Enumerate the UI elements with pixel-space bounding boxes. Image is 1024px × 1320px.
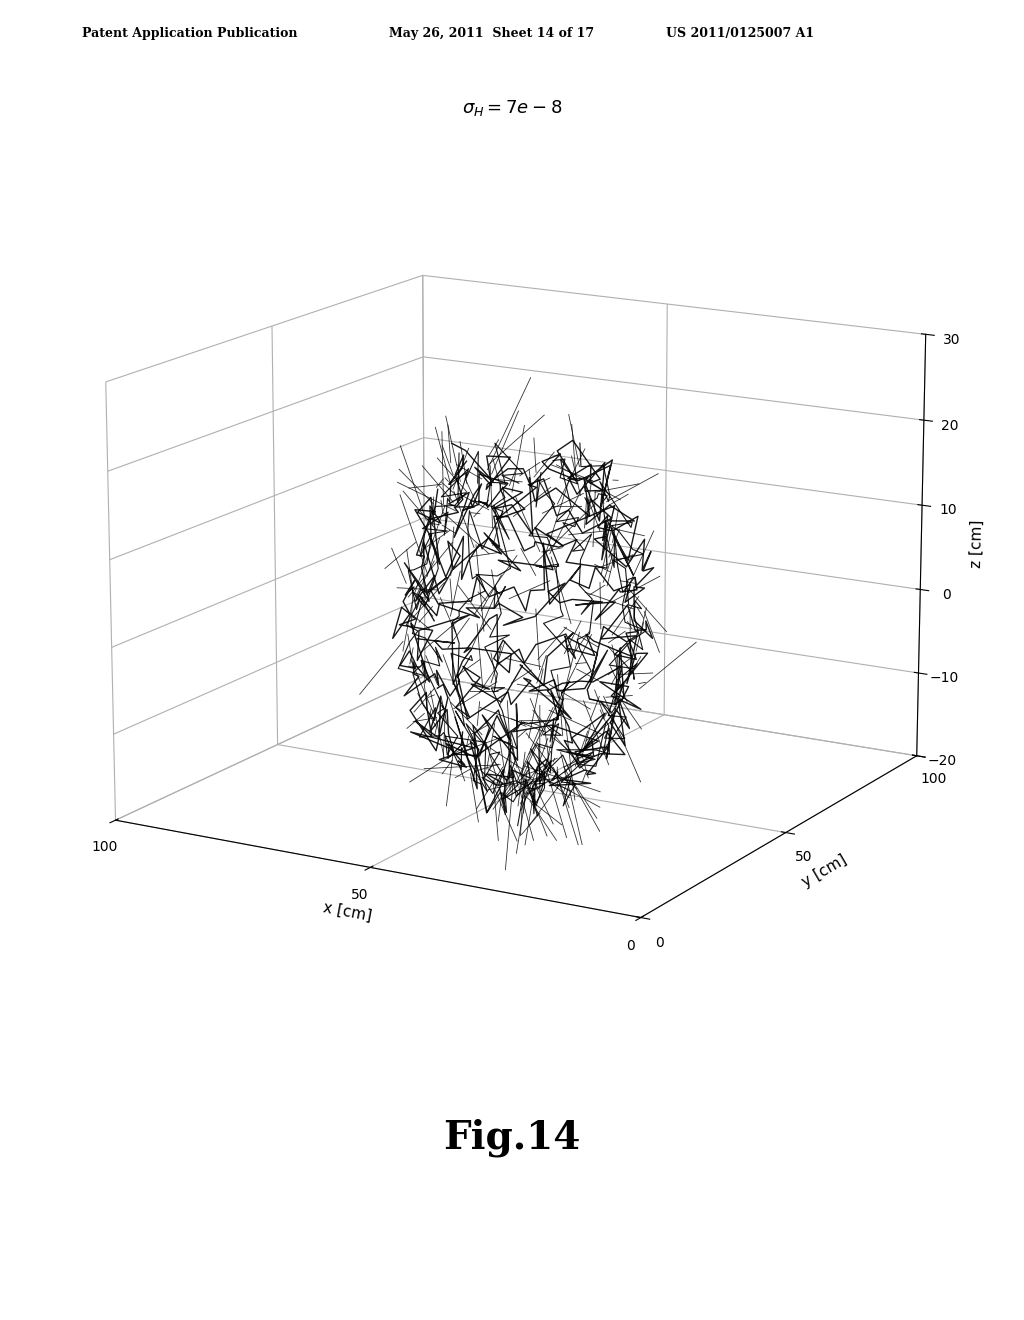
Text: Fig.14: Fig.14: [443, 1118, 581, 1156]
Text: US 2011/0125007 A1: US 2011/0125007 A1: [666, 26, 814, 40]
Text: Patent Application Publication: Patent Application Publication: [82, 26, 297, 40]
X-axis label: x [cm]: x [cm]: [322, 900, 373, 924]
Title: $\sigma_H=7e-8$: $\sigma_H=7e-8$: [462, 98, 562, 117]
Text: May 26, 2011  Sheet 14 of 17: May 26, 2011 Sheet 14 of 17: [389, 26, 594, 40]
Y-axis label: y [cm]: y [cm]: [800, 851, 849, 890]
